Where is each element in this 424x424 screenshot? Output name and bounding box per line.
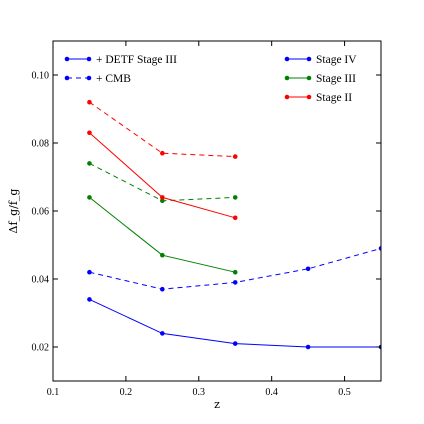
x-tick-label: 0.3 — [193, 387, 206, 398]
data-point — [87, 195, 92, 200]
legend-marker — [284, 75, 290, 81]
x-axis-label: z — [214, 398, 220, 411]
legend-survey-entry: Stage III — [284, 73, 356, 85]
data-point — [87, 161, 92, 166]
data-point — [87, 269, 92, 275]
y-tick-label: 0.08 — [32, 139, 50, 150]
data-point — [160, 331, 165, 336]
data-point — [232, 280, 238, 285]
data-point — [160, 195, 165, 200]
series-stage-ii-cmb — [87, 99, 238, 159]
axis-ticks: 0.1 0.2 0.3 0.4 0.5 0.02 0.04 0.06 0.08 0.10 — [32, 41, 381, 398]
data-point — [232, 154, 238, 159]
x-tick-label: 0.4 — [265, 387, 278, 398]
legend-label: + DETF Stage III — [96, 54, 177, 66]
x-tick-label: 0.5 — [338, 387, 351, 398]
y-tick-label: 0.02 — [32, 343, 50, 354]
legend-marker — [64, 56, 70, 62]
y-tick-label: 0.06 — [32, 207, 50, 218]
legend-style-entry: + CMB — [64, 73, 131, 85]
y-tick-label: 0.10 — [32, 71, 50, 82]
data-point — [305, 266, 311, 272]
data-point — [232, 195, 238, 200]
series-stage-iv-cmb — [87, 246, 381, 292]
data-point — [87, 297, 92, 302]
legend-marker — [64, 75, 70, 81]
series-stage-ii-detf — [87, 130, 238, 221]
legend-label: Stage II — [316, 92, 352, 104]
data-point — [160, 252, 165, 258]
data-point — [378, 246, 381, 251]
legend-label: Stage IV — [316, 54, 357, 66]
series-stage-iv-detf — [87, 297, 381, 350]
legend-label: + CMB — [96, 73, 131, 85]
data-point — [232, 341, 238, 346]
legend-survey-entry: Stage II — [284, 92, 352, 104]
legend-marker — [284, 56, 290, 62]
legend-label: Stage III — [316, 73, 356, 85]
data-point — [160, 198, 165, 204]
legend-survey-entry: Stage IV — [284, 54, 357, 66]
legend-marker — [86, 75, 92, 81]
legend-marker — [306, 94, 312, 100]
data-point — [87, 99, 92, 105]
data-point — [87, 130, 92, 136]
legend-marker — [284, 94, 290, 100]
data-point — [232, 269, 238, 275]
data-point — [160, 150, 165, 156]
data-point — [232, 215, 238, 221]
x-tick-label: 0.2 — [120, 387, 133, 398]
legend-style-entry: + DETF Stage III — [64, 54, 177, 66]
y-tick-label: 0.04 — [32, 275, 50, 286]
data-point — [305, 344, 311, 350]
series-layer — [87, 99, 381, 350]
legend-marker — [306, 56, 312, 62]
y-axis-label: Δf_g/f_g — [7, 189, 20, 234]
series-line-stage-ii-cmb — [89, 101, 236, 158]
series-stage-iii-cmb — [87, 161, 238, 204]
x-tick-label: 0.1 — [47, 387, 60, 398]
legend-survey: Stage IV Stage III Stage II — [284, 54, 357, 104]
legend-style: + DETF Stage III + CMB — [64, 54, 177, 85]
legend-marker — [306, 75, 312, 81]
legend-marker — [86, 56, 92, 62]
data-point — [160, 286, 165, 292]
series-stage-iii-detf — [87, 195, 238, 275]
